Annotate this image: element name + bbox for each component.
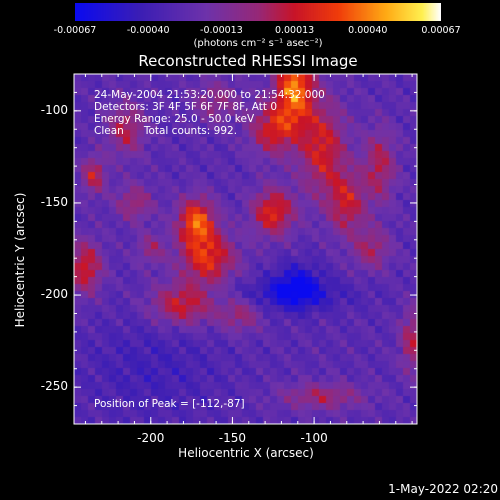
y-tick-label: -200 bbox=[40, 287, 68, 302]
plot-border bbox=[73, 73, 418, 425]
heatmap-image bbox=[74, 74, 417, 424]
annotation-energy-range: Energy Range: 25.0 - 50.0 keV bbox=[94, 113, 255, 125]
timestamp: 1-May-2022 02:20 bbox=[388, 482, 498, 496]
chart-title: Reconstructed RHESSI Image bbox=[138, 52, 358, 70]
x-tick-label: -100 bbox=[300, 431, 328, 445]
colorbar-tick-label: -0.00040 bbox=[126, 25, 170, 36]
colorbar-tick-label: 0.00040 bbox=[348, 25, 388, 36]
y-tick-label: -250 bbox=[40, 379, 68, 394]
colorbar-tick-label: 0.00013 bbox=[274, 25, 315, 36]
annotation-clean-counts: Clean Total counts: 992. bbox=[94, 125, 238, 137]
y-tick-label: -150 bbox=[40, 194, 68, 209]
x-tick-label: -150 bbox=[218, 431, 247, 445]
colorbar-tick-label: -0.00013 bbox=[200, 25, 243, 36]
x-tick-label: -200 bbox=[137, 431, 165, 445]
annotation-time-range: 24-May-2004 21:53:20.000 to 21:54:32.000 bbox=[94, 89, 325, 101]
y-tick-label: -100 bbox=[40, 102, 68, 117]
colorbar bbox=[75, 3, 441, 21]
colorbar-tick-label: -0.00067 bbox=[53, 25, 97, 36]
colorbar-tick-label: 0.00067 bbox=[421, 25, 461, 36]
annotation-detectors: Detectors: 3F 4F 5F 6F 7F 8F, Att 0 bbox=[94, 101, 278, 113]
x-axis-label: Heliocentric X (arcsec) bbox=[178, 446, 314, 460]
colorbar-unit-label: (photons cm⁻² s⁻¹ asec⁻²) bbox=[193, 38, 323, 49]
peak-position-label: Position of Peak = [-112,-87] bbox=[94, 398, 245, 410]
y-axis-label: Heliocentric Y (arcsec) bbox=[13, 192, 27, 328]
